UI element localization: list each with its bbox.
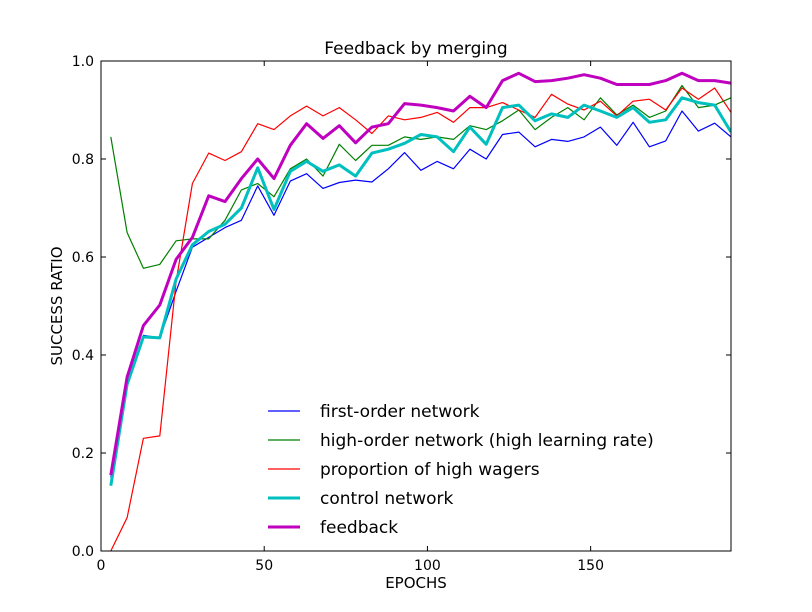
legend-label-3: proportion of high wagers <box>320 460 540 480</box>
x-axis-label: EPOCHS <box>385 574 447 592</box>
legend-label-2: high-order network (high learning rate) <box>320 431 654 451</box>
plot-frame <box>100 60 732 552</box>
legend: first-order network high-order network (h… <box>268 402 654 538</box>
legend-label-4: control network <box>320 489 454 509</box>
series-layer <box>109 71 731 551</box>
series-line-3 <box>110 87 731 551</box>
x-tick-label: 100 <box>414 558 441 574</box>
y-tick-label: 0.6 <box>72 250 94 266</box>
series-line-1 <box>110 110 731 478</box>
y-tick-label: 0.4 <box>72 348 94 364</box>
series-line-4 <box>109 96 731 487</box>
y-axis-label: SUCCESS RATIO <box>48 246 66 365</box>
x-tick-label: 150 <box>577 558 604 574</box>
legend-label-1: first-order network <box>320 402 480 422</box>
ticks-layer: 0 50 100 150 0.0 0.2 0.4 0.6 0.8 1.0 <box>72 54 731 574</box>
y-tick-label: 0.0 <box>72 544 94 560</box>
y-tick-label: 0.8 <box>72 152 94 168</box>
x-tick-label: 0 <box>97 558 106 574</box>
x-tick-label: 50 <box>255 558 273 574</box>
chart-title: Feedback by merging <box>324 39 507 59</box>
series-line-2 <box>110 84 731 269</box>
plot-area: 0 50 100 150 0.0 0.2 0.4 0.6 0.8 1.0 <box>72 54 732 574</box>
legend-label-5: feedback <box>320 518 398 538</box>
series-line-5 <box>109 71 731 476</box>
y-tick-label: 1.0 <box>72 54 94 70</box>
y-tick-label: 0.2 <box>72 446 94 462</box>
